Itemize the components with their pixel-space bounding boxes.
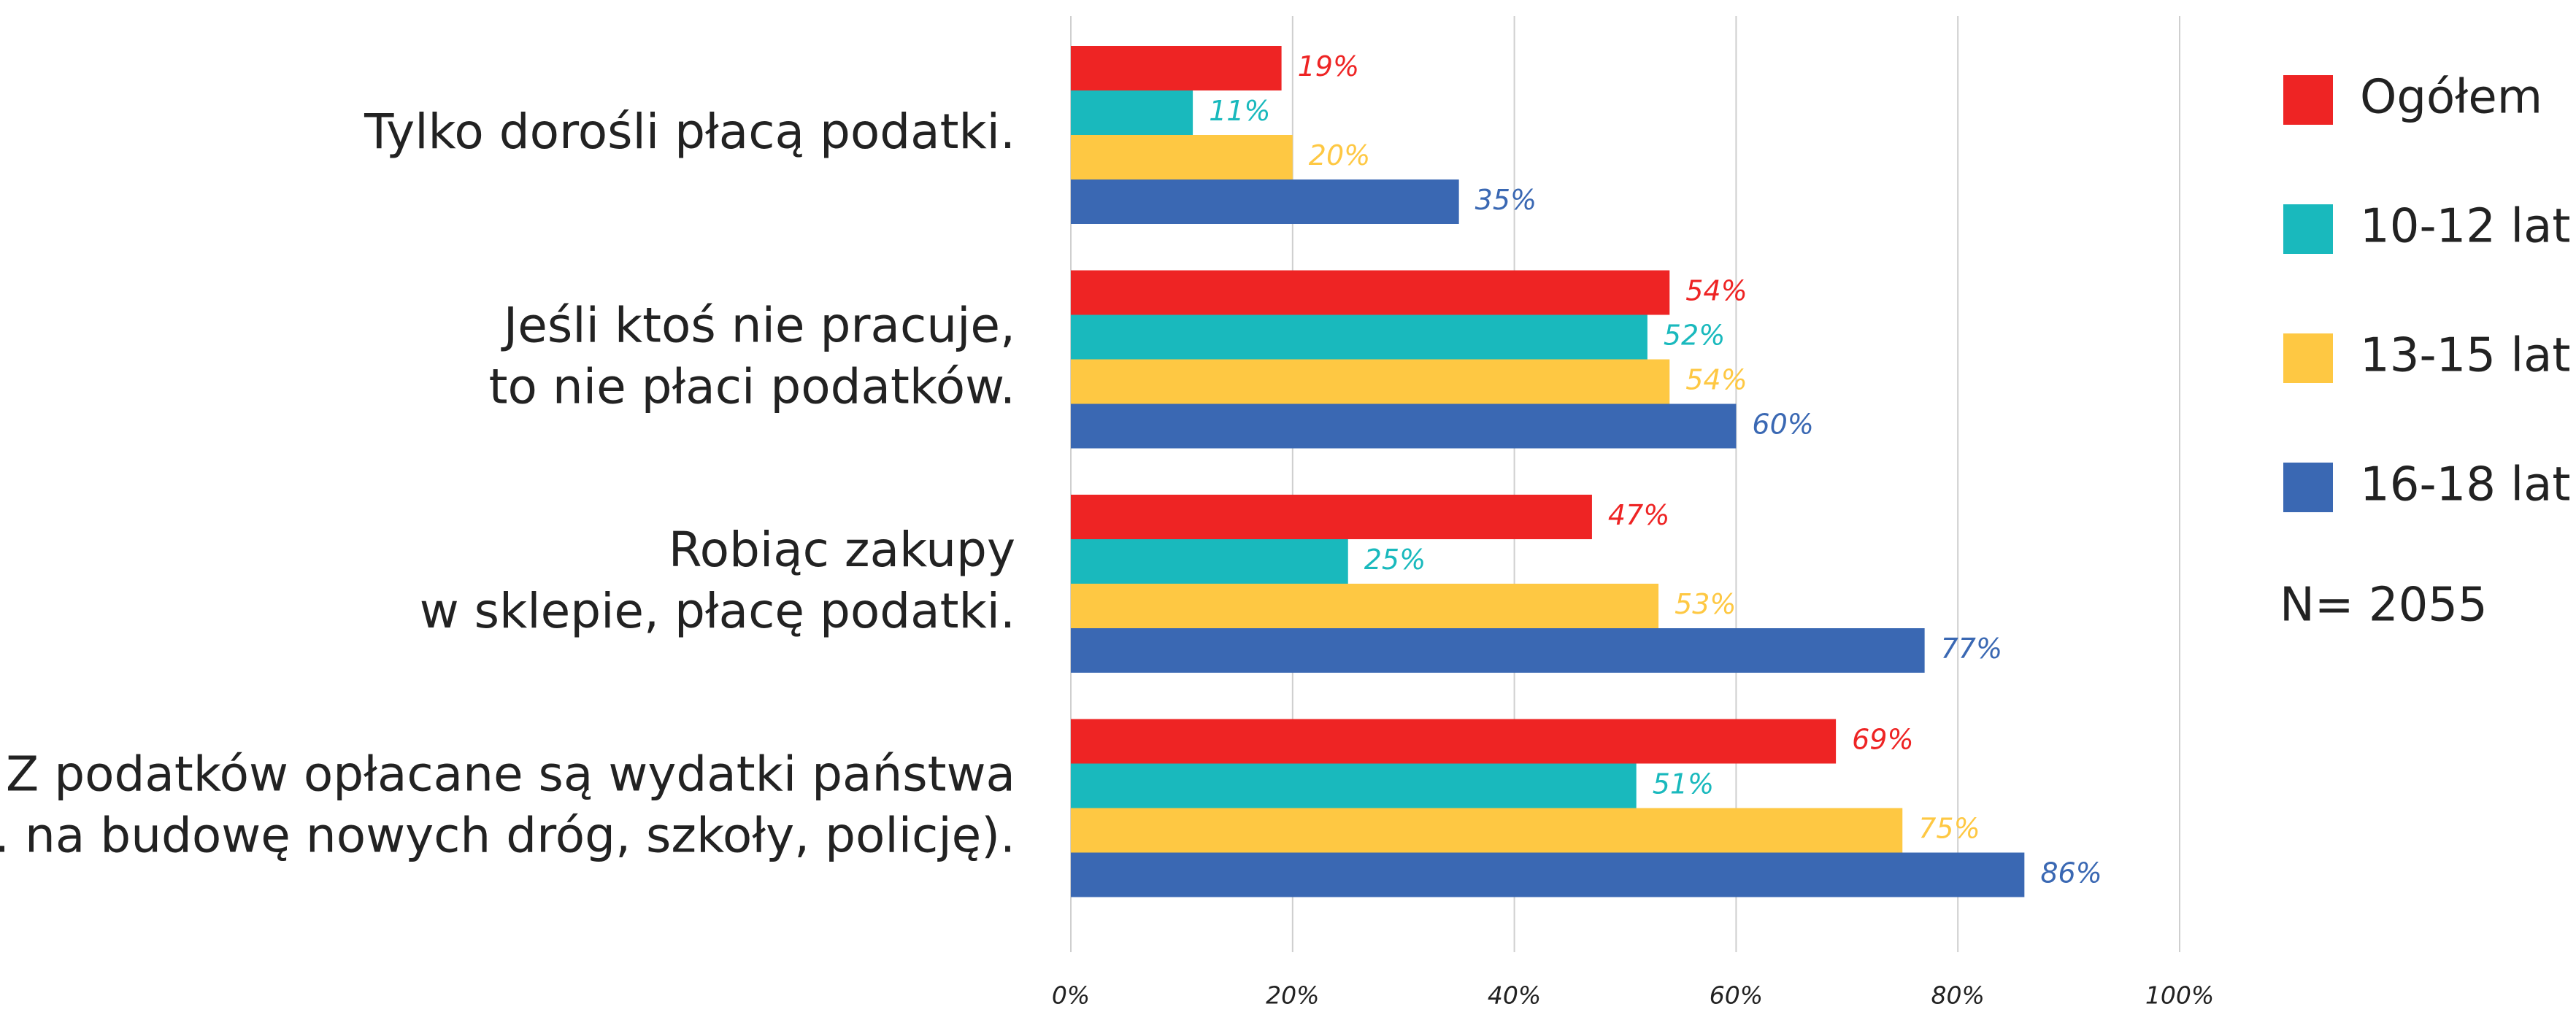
- bar: [1071, 495, 1592, 539]
- value-label: 53%: [1675, 588, 1736, 620]
- bar: [1071, 808, 1903, 853]
- category-line: Z podatków opłacane są wydatki państwa: [6, 746, 1015, 803]
- bar: [1071, 359, 1670, 404]
- legend-swatch: [2283, 463, 2333, 512]
- x-tick-label: 100%: [2145, 981, 2214, 1010]
- bar: [1071, 628, 1925, 673]
- bar: [1071, 46, 1282, 90]
- category-label: Z podatków opłacane są wydatki państwa (n…: [0, 746, 1015, 864]
- category-line: Tylko dorośli płacą podatki.: [364, 104, 1015, 160]
- bar: [1071, 403, 1737, 449]
- value-label: 47%: [1608, 499, 1669, 531]
- value-label: 75%: [1918, 813, 1980, 845]
- x-tick-label: 40%: [1488, 981, 1541, 1010]
- category-line: to nie płaci podatków.: [489, 359, 1015, 415]
- value-label: 35%: [1475, 184, 1537, 216]
- bar: [1071, 90, 1193, 135]
- value-label: 77%: [1941, 633, 2002, 665]
- value-label: 54%: [1685, 275, 1747, 307]
- value-label: 51%: [1653, 768, 1714, 800]
- note: N= 2055: [2280, 579, 2488, 633]
- legend-label: 10-12 lat: [2360, 200, 2570, 254]
- category-line: w sklepie, płacę podatki.: [420, 583, 1015, 639]
- legend-swatch: [2283, 333, 2333, 383]
- x-tick-label: 80%: [1931, 981, 1985, 1010]
- bar: [1071, 719, 1837, 764]
- x-tick-label: 20%: [1266, 981, 1319, 1010]
- bar: [1071, 584, 1659, 628]
- category-line: (np. na budowę nowych dróg, szkoły, poli…: [0, 808, 1015, 864]
- value-label: 19%: [1298, 50, 1359, 82]
- bar: [1071, 179, 1459, 224]
- value-label: 52%: [1664, 320, 1725, 352]
- bar: [1071, 135, 1293, 179]
- bar: [1071, 539, 1348, 584]
- legend-label: Ogółem: [2360, 71, 2542, 125]
- bar: [1071, 763, 1637, 808]
- category-label: Tylko dorośli płacą podatki.: [364, 104, 1015, 160]
- category-label: Jeśli ktoś nie pracuje, to nie płaci poda…: [489, 298, 1015, 415]
- legend-label: 16-18 lat: [2360, 458, 2570, 512]
- category-label: Robiąc zakupy w sklepie, płacę podatki.: [420, 522, 1015, 639]
- bar: [1071, 314, 1648, 360]
- value-label: 25%: [1364, 544, 1426, 576]
- legend-swatch: [2283, 204, 2333, 254]
- legend-swatch: [2283, 75, 2333, 125]
- value-label: 54%: [1685, 364, 1747, 396]
- bar: [1071, 852, 2025, 897]
- category-line: Robiąc zakupy: [669, 522, 1015, 578]
- category-line: Jeśli ktoś nie pracuje,: [501, 298, 1015, 354]
- value-label: 86%: [2040, 857, 2102, 889]
- bar: [1071, 270, 1670, 315]
- value-label: 11%: [1209, 95, 1270, 127]
- value-label: 20%: [1309, 139, 1370, 171]
- x-tick-label: 60%: [1710, 981, 1763, 1010]
- x-tick-label: 0%: [1052, 981, 1090, 1010]
- value-label: 69%: [1852, 724, 1913, 756]
- value-label: 60%: [1752, 409, 1813, 441]
- legend-label: 13-15 lat: [2360, 329, 2570, 383]
